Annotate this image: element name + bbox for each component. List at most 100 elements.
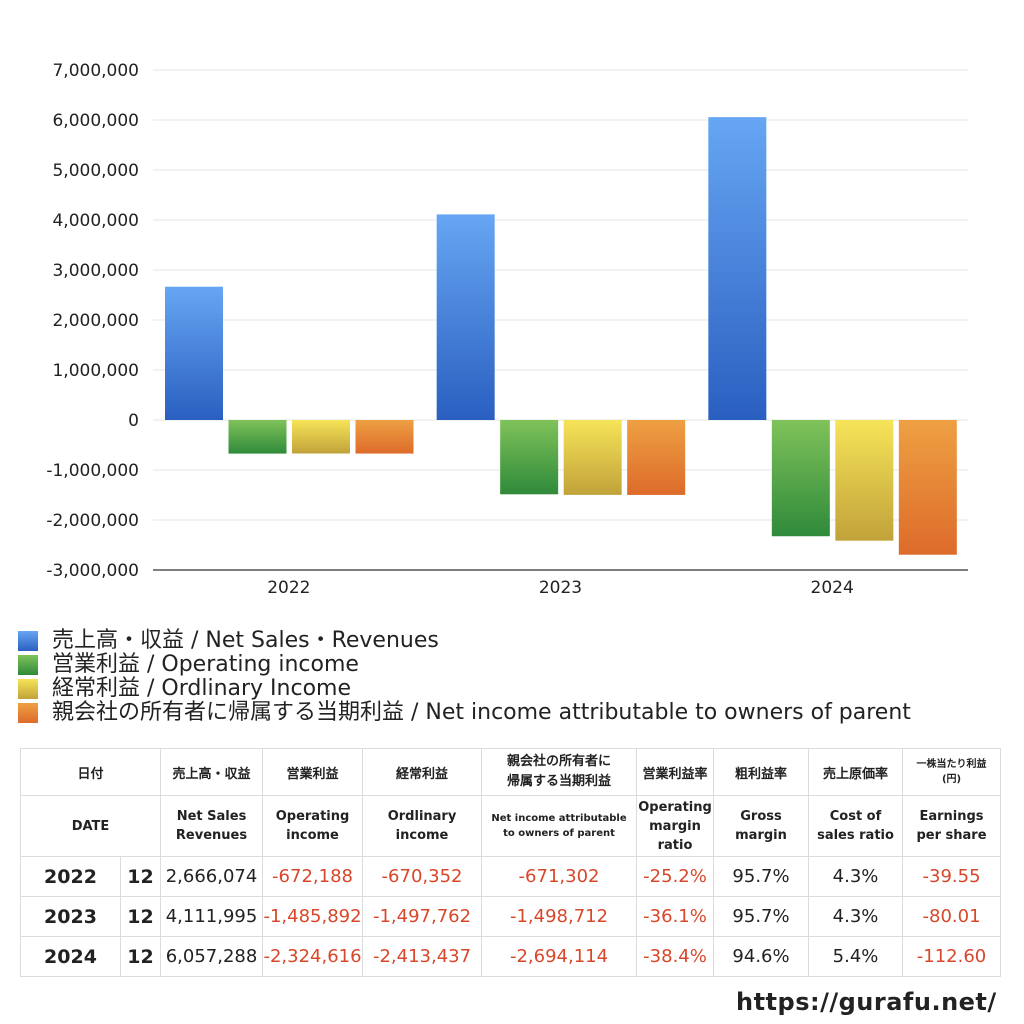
cell-cost: 4.3% <box>808 856 904 897</box>
header-net-jp: 親会社の所有者に 帰属する当期利益 <box>481 748 638 796</box>
bar-net-2022 <box>355 420 414 454</box>
bar-ordinary-2023 <box>563 420 622 495</box>
bar-net-2024 <box>898 420 957 555</box>
cell-sales: 4,111,995 <box>160 896 264 937</box>
x-tick-label: 2022 <box>267 578 310 598</box>
table-header-jp: 日付 売上高・収益 営業利益 経常利益 親会社の所有者に 帰属する当期利益 営業… <box>19 748 1002 796</box>
bar-operating-2024 <box>771 420 830 537</box>
header-operating-en-line2: income <box>286 828 339 843</box>
header-gross-en-line2: margin <box>735 828 787 843</box>
header-eps-en-line1: Earnings <box>919 809 984 824</box>
bar-ordinary-2022 <box>292 420 350 454</box>
header-eps-jp: 一株当たり利益 (円) <box>902 748 1002 796</box>
header-eps-jp-line2: (円) <box>941 774 962 785</box>
x-tick-label: 2023 <box>539 578 582 598</box>
y-tick-label: 6,000,000 <box>52 111 139 131</box>
header-cost-en-line1: Cost of <box>829 809 882 824</box>
header-gross-jp: 粗利益率 <box>713 748 810 796</box>
cell-ordinary: -670,352 <box>362 856 483 897</box>
header-op-margin-en: Operating margin ratio <box>636 795 715 857</box>
cell-month: 12 <box>119 856 162 897</box>
header-op-margin-en-line1: Operating <box>638 799 712 815</box>
bar-sales-2022 <box>165 286 223 420</box>
header-cost-en-line2: sales ratio <box>817 828 894 843</box>
bars <box>165 117 957 555</box>
cell-sales: 6,057,288 <box>160 936 264 977</box>
cell-eps: -80.01 <box>902 896 1002 937</box>
header-op-margin-en-line3: ratio <box>657 837 693 853</box>
header-eps-en: Earnings per share <box>902 795 1002 857</box>
header-sales-en-line2: Revenues <box>175 828 248 843</box>
cell-eps: -112.60 <box>902 936 1002 977</box>
y-tick-label: 3,000,000 <box>52 261 139 281</box>
y-tick-label: -1,000,000 <box>46 461 139 481</box>
header-op-margin-en-line2: margin <box>649 818 701 834</box>
legend-label-operating: 営業利益 / Operating income <box>52 652 359 677</box>
cell-net: -1,498,712 <box>481 896 638 937</box>
bar-sales-2024 <box>708 117 767 421</box>
cell-year: 2023 <box>20 896 121 937</box>
legend-swatch-operating <box>18 655 38 675</box>
y-tick-label: -3,000,000 <box>46 561 139 581</box>
legend-swatch-sales <box>18 631 38 651</box>
header-net-en-line2: to owners of parent <box>503 828 615 839</box>
header-cost-jp: 売上原価率 <box>808 748 904 796</box>
legend: 売上高・収益 / Net Sales・Revenues 営業利益 / Opera… <box>18 629 1008 725</box>
cell-net: -2,694,114 <box>481 936 638 977</box>
cell-eps: -39.55 <box>902 856 1002 897</box>
cell-month: 12 <box>119 896 162 937</box>
table-row: 2023 12 4,111,995 -1,485,892 -1,497,762 … <box>20 896 1002 937</box>
legend-item-ordinary: 経常利益 / Ordlinary Income <box>18 677 1008 701</box>
cell-gross: 95.7% <box>713 856 810 897</box>
y-axis-ticks: 7,000,000 6,000,000 5,000,000 4,000,000 3,00… <box>46 61 139 581</box>
cell-net: -671,302 <box>481 856 638 897</box>
y-tick-label: 7,000,000 <box>52 61 139 81</box>
cell-cost: 5.4% <box>808 936 904 977</box>
table-row: 2024 12 6,057,288 -2,324,616 -2,413,437 … <box>20 936 1002 977</box>
cell-ordinary: -2,413,437 <box>362 936 483 977</box>
grid-lines <box>153 69 968 571</box>
site-link[interactable]: https://gurafu.net/ <box>736 988 997 1016</box>
legend-label-sales: 売上高・収益 / Net Sales・Revenues <box>52 628 439 653</box>
header-ordinary-en: Ordlinary income <box>362 795 483 857</box>
y-tick-label: -2,000,000 <box>46 511 139 531</box>
bar-operating-2023 <box>500 420 559 495</box>
legend-swatch-ordinary <box>18 679 38 699</box>
cell-year: 2022 <box>20 856 121 897</box>
header-net-en-line1: Net income attributable <box>491 813 627 824</box>
header-op-margin-jp: 営業利益率 <box>636 748 715 796</box>
legend-swatch-net <box>18 703 38 723</box>
cell-operating: -672,188 <box>262 856 364 897</box>
bar-chart: 7,000,000 6,000,000 5,000,000 4,000,000 3,00… <box>46 61 968 598</box>
header-eps-en-line2: per share <box>916 828 987 843</box>
header-sales-jp: 売上高・収益 <box>160 748 264 796</box>
bar-operating-2022 <box>228 420 287 454</box>
header-ordinary-en-line2: income <box>395 828 449 843</box>
cell-op-margin: -25.2% <box>636 856 715 897</box>
bar-sales-2023 <box>436 214 495 420</box>
legend-item-net: 親会社の所有者に帰属する当期利益 / Net income attributab… <box>18 701 1008 725</box>
header-ordinary-jp: 経常利益 <box>362 748 483 796</box>
header-ordinary-en-line1: Ordlinary <box>387 809 457 824</box>
legend-item-sales: 売上高・収益 / Net Sales・Revenues <box>18 629 1008 653</box>
x-axis-ticks: 2022 2023 2024 <box>267 578 854 598</box>
bar-net-2023 <box>627 420 686 495</box>
header-operating-en-line1: Operating <box>275 809 350 824</box>
table-header-en: DATE Net Sales Revenues Operating income… <box>19 795 1002 857</box>
y-tick-label: 2,000,000 <box>52 311 139 331</box>
y-tick-label: 4,000,000 <box>52 211 139 231</box>
header-gross-en-line1: Gross <box>740 809 782 824</box>
header-net-jp-line1: 親会社の所有者に <box>507 754 612 769</box>
cell-cost: 4.3% <box>808 896 904 937</box>
cell-sales: 2,666,074 <box>160 856 264 897</box>
y-tick-label: 0 <box>128 411 139 431</box>
cell-gross: 94.6% <box>713 936 810 977</box>
y-tick-label: 5,000,000 <box>52 161 139 181</box>
cell-operating: -2,324,616 <box>262 936 364 977</box>
financial-table: 日付 売上高・収益 営業利益 経常利益 親会社の所有者に 帰属する当期利益 営業… <box>19 748 1002 977</box>
header-operating-en: Operating income <box>262 795 364 857</box>
cell-year: 2024 <box>20 936 121 977</box>
legend-item-operating: 営業利益 / Operating income <box>18 653 1008 677</box>
y-tick-label: 1,000,000 <box>52 361 139 381</box>
cell-op-margin: -36.1% <box>636 896 715 937</box>
